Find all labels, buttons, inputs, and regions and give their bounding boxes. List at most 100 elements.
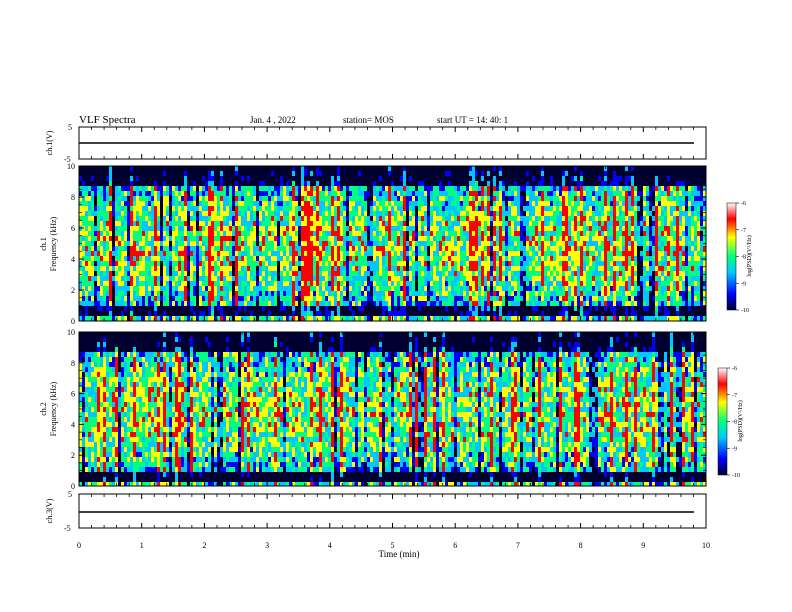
spectrogram-cell xyxy=(238,306,241,311)
spectrogram-cell xyxy=(196,246,199,251)
spectrogram-cell xyxy=(115,261,118,266)
spectrogram-cell xyxy=(136,246,139,251)
spectrogram-cell xyxy=(256,256,259,261)
spectrogram-cell xyxy=(442,166,445,171)
spectrogram-cell xyxy=(166,316,169,321)
spectrogram-cell xyxy=(181,191,184,196)
spectrogram-cell xyxy=(448,266,451,271)
spectrogram-cell xyxy=(325,226,328,231)
spectrogram-cell xyxy=(550,261,553,266)
spectrogram-cell xyxy=(220,286,223,291)
spectrogram-cell xyxy=(202,181,205,186)
spectrogram-cell xyxy=(445,196,448,201)
spectrogram-cell xyxy=(445,296,448,301)
spectrogram-cell xyxy=(430,221,433,226)
spectrogram-cell xyxy=(106,166,109,171)
spectrogram-cell xyxy=(97,236,100,241)
spectrogram-cell xyxy=(244,206,247,211)
spectrogram-cell xyxy=(118,276,121,281)
spectrogram-cell xyxy=(250,211,253,216)
spectrogram-cell xyxy=(169,226,172,231)
spectrogram-cell xyxy=(400,271,403,276)
spectrogram-cell xyxy=(271,211,274,216)
spectrogram-cell xyxy=(211,251,214,256)
spectrogram-cell xyxy=(397,306,400,311)
spectrogram-cell xyxy=(427,231,430,236)
spectrogram-cell xyxy=(388,236,391,241)
spectrogram-cell xyxy=(436,241,439,246)
spectrogram-cell xyxy=(529,196,532,201)
spectrogram-cell xyxy=(91,201,94,206)
spectrogram-cell xyxy=(511,211,514,216)
spectrogram-cell xyxy=(118,266,121,271)
spectrogram-cell xyxy=(355,296,358,301)
spectrogram-cell xyxy=(226,276,229,281)
spectrogram-cell xyxy=(394,231,397,236)
spectrogram-cell xyxy=(190,276,193,281)
spectrogram-cell xyxy=(349,196,352,201)
spectrogram-cell xyxy=(439,196,442,201)
spectrogram-cell xyxy=(442,206,445,211)
spectrogram-cell xyxy=(529,241,532,246)
spectrogram-cell xyxy=(361,186,364,191)
spectrogram-cell xyxy=(445,231,448,236)
spectrogram-cell xyxy=(124,236,127,241)
spectrogram-cell xyxy=(469,311,472,316)
spectrogram-cell xyxy=(316,256,319,261)
spectrogram-cell xyxy=(280,181,283,186)
spectrogram-cell xyxy=(223,311,226,316)
spectrogram-cell xyxy=(331,236,334,241)
spectrogram-cell xyxy=(316,291,319,296)
spectrogram-cell xyxy=(535,246,538,251)
spectrogram-cell xyxy=(166,236,169,241)
spectrogram-cell xyxy=(106,186,109,191)
spectrogram-cell xyxy=(223,291,226,296)
spectrogram-cell xyxy=(556,246,559,251)
spectrogram-cell xyxy=(286,286,289,291)
spectrogram-cell xyxy=(433,181,436,186)
spectrogram-cell xyxy=(169,316,172,321)
spectrogram-cell xyxy=(532,316,535,321)
spectrogram-cell xyxy=(91,296,94,301)
spectrogram-cell xyxy=(349,166,352,171)
spectrogram-cell xyxy=(100,306,103,311)
spectrogram-cell xyxy=(487,166,490,171)
spectrogram-cell xyxy=(511,306,514,311)
spectrogram-cell xyxy=(418,271,421,276)
spectrogram-cell xyxy=(250,206,253,211)
spectrogram-cell xyxy=(346,201,349,206)
spectrogram-cell xyxy=(523,301,526,306)
spectrogram-cell xyxy=(394,171,397,176)
spectrogram-cell xyxy=(289,176,292,181)
spectrogram-cell xyxy=(385,176,388,181)
spectrogram-cell xyxy=(307,231,310,236)
spectrogram-cell xyxy=(109,246,112,251)
spectrogram-cell xyxy=(361,181,364,186)
spectrogram-cell xyxy=(88,241,91,246)
spectrogram-cell xyxy=(535,206,538,211)
spectrogram-cell xyxy=(226,201,229,206)
spectrogram-cell xyxy=(172,236,175,241)
spectrogram-cell xyxy=(514,201,517,206)
spectrogram-cell xyxy=(502,221,505,226)
spectrogram-cell xyxy=(136,236,139,241)
spectrogram-cell xyxy=(517,236,520,241)
spectrogram-cell xyxy=(541,226,544,231)
spectrogram-cell xyxy=(346,301,349,306)
spectrogram-cell xyxy=(475,241,478,246)
spectrogram-cell xyxy=(337,261,340,266)
spectrogram-cell xyxy=(262,246,265,251)
spectrogram-cell xyxy=(235,256,238,261)
spectrogram-cell xyxy=(346,181,349,186)
spectrogram-cell xyxy=(277,281,280,286)
spectrogram-cell xyxy=(166,266,169,271)
spectrogram-cell xyxy=(529,211,532,216)
spectrogram-cell xyxy=(211,246,214,251)
spectrogram-cell xyxy=(340,191,343,196)
spectrogram-cell xyxy=(340,261,343,266)
spectrogram-cell xyxy=(322,166,325,171)
spectrogram-cell xyxy=(346,196,349,201)
spectrogram-cell xyxy=(214,176,217,181)
spectrogram-cell xyxy=(484,301,487,306)
spectrogram-cell xyxy=(262,236,265,241)
